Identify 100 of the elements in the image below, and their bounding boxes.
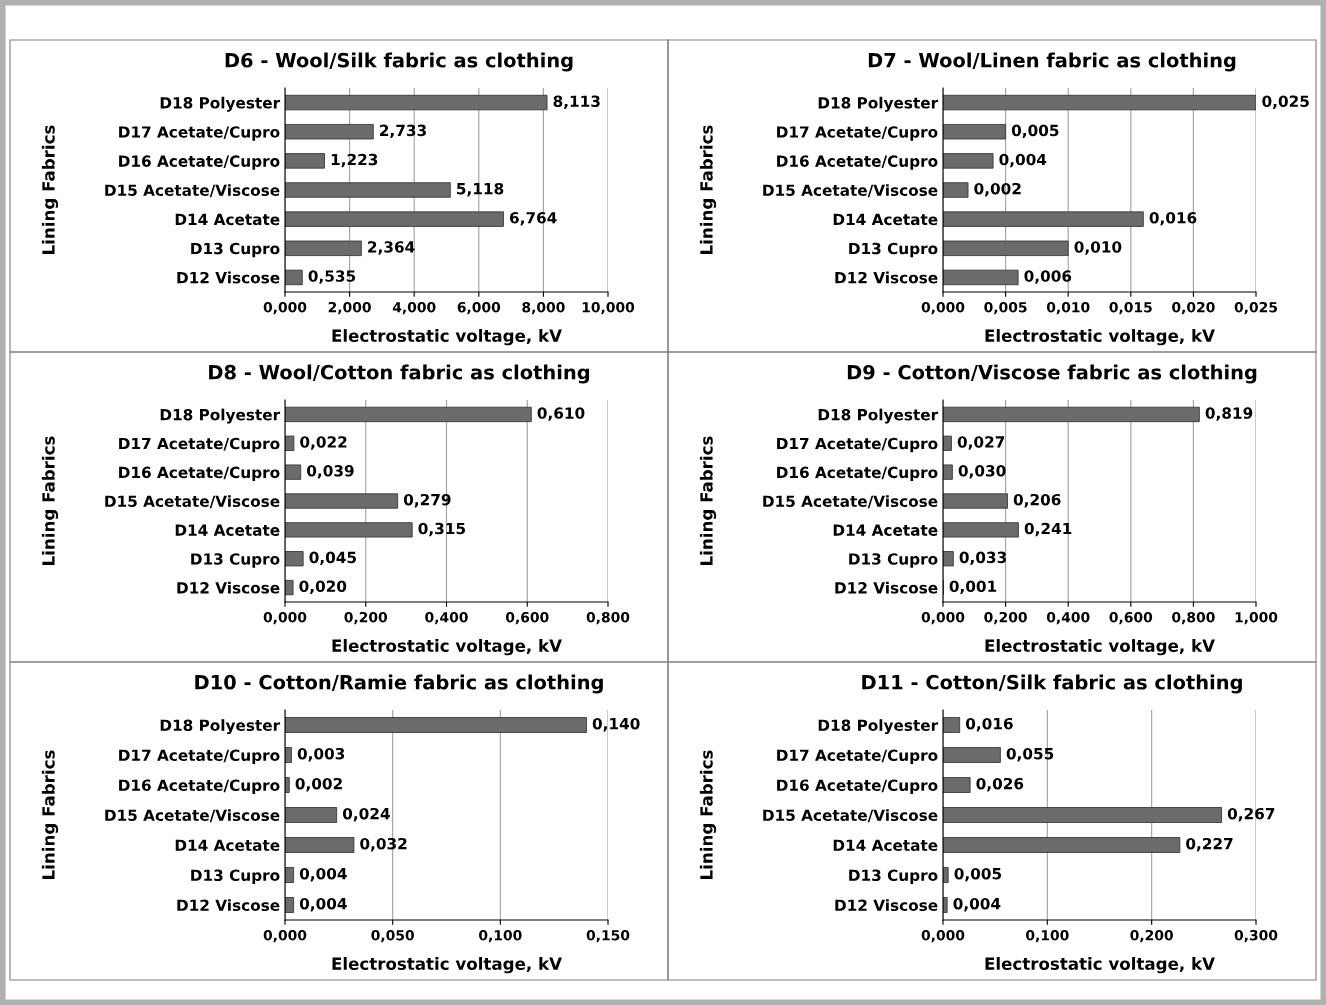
x-tick-label: 0,200 [984, 611, 1027, 625]
x-tick-label: 0,100 [479, 929, 522, 943]
x-tick-label: 2,000 [328, 301, 371, 315]
data-label: 0,016 [1149, 212, 1197, 226]
data-label: 0,006 [1024, 270, 1072, 284]
data-label: 0,027 [957, 436, 1005, 450]
y-tick-label: D13 Cupro [849, 242, 938, 258]
data-label: 0,020 [299, 580, 347, 594]
x-tick-label: 0,200 [344, 611, 388, 625]
x-tick-label: 0,150 [586, 929, 630, 943]
data-label: 0,045 [309, 551, 356, 566]
y-tick-label: D16 Acetate/Cupro [777, 466, 938, 482]
x-axis-title: Electrostatic voltage, kV [332, 639, 562, 656]
y-axis-title: Lining Fabrics [699, 436, 717, 565]
y-tick-label: D17 Acetate/Cupro [777, 126, 938, 141]
data-label: 0,004 [999, 153, 1047, 168]
y-tick-label: D14 Acetate [175, 213, 280, 226]
x-axis-title: Electrostatic voltage, kV [985, 957, 1215, 974]
y-tick-label: D12 Viscose [835, 581, 938, 594]
x-tick-label: 0,020 [1172, 301, 1215, 315]
data-label: 6,764 [509, 212, 557, 226]
y-axis-title: Lining Fabrics [699, 125, 717, 254]
y-tick-label: D18 Polyester [160, 96, 281, 112]
y-tick-label: D14 Acetate [833, 839, 938, 852]
x-axis-title: Electrostatic voltage, kV [985, 329, 1215, 346]
x-tick-label: 0,050 [371, 929, 414, 943]
data-label: 0,001 [949, 580, 997, 594]
data-label: 0,025 [1262, 95, 1309, 109]
x-tick-label: 0,800 [586, 611, 630, 625]
chart-title: D9 - Cotton/Viscose fabric as clothing [847, 364, 1257, 384]
data-label: 0,004 [299, 867, 347, 882]
x-tick-label: 0,005 [984, 301, 1027, 315]
y-tick-label: D16 Acetate/Cupro [119, 155, 280, 170]
x-axis-title: Electrostatic voltage, kV [332, 957, 562, 974]
x-tick-label: 0,400 [425, 611, 468, 625]
y-tick-label: D12 Viscose [177, 899, 280, 912]
y-tick-label: D18 Polyester [160, 719, 281, 735]
chart-title: D6 - Wool/Silk fabric as clothing [225, 52, 573, 72]
x-tick-label: 4,000 [392, 301, 436, 315]
x-tick-label: 1,000 [1235, 611, 1278, 625]
data-label: 0,535 [308, 270, 356, 284]
y-tick-label: D18 Polyester [160, 408, 281, 424]
data-label: 0,315 [418, 522, 465, 537]
data-label: 2,364 [368, 241, 415, 255]
x-tick-label: 0,000 [263, 611, 307, 625]
x-tick-label: 0,000 [921, 929, 965, 943]
y-axis-title: Lining Fabrics [41, 750, 59, 879]
x-tick-label: 0,200 [1130, 929, 1173, 943]
y-tick-label: D15 Acetate/Viscose [105, 184, 280, 198]
y-tick-label: D18 Polyester [818, 408, 939, 424]
y-tick-label: D13 Cupro [191, 242, 280, 258]
y-tick-label: D17 Acetate/Cupro [777, 437, 938, 453]
x-tick-label: 0,010 [1046, 301, 1090, 315]
y-axis-title: Lining Fabrics [41, 436, 59, 565]
y-tick-label: D15 Acetate/Viscose [763, 495, 938, 509]
x-tick-label: 0,100 [1026, 929, 1069, 943]
data-label: 0,279 [403, 493, 451, 508]
data-label: 0,024 [342, 807, 390, 822]
data-label: 0,140 [592, 717, 640, 732]
data-label: 0,026 [976, 777, 1024, 792]
y-tick-label: D17 Acetate/Cupro [119, 437, 280, 453]
y-tick-label: D14 Acetate [175, 524, 280, 536]
x-tick-label: 0,000 [921, 611, 965, 625]
x-tick-label: 0,600 [1109, 611, 1153, 625]
x-tick-label: 0,600 [505, 611, 549, 625]
data-label: 0,005 [954, 867, 1002, 882]
y-tick-label: D13 Cupro [849, 869, 938, 884]
y-tick-label: D14 Acetate [833, 213, 938, 226]
data-label: 0,055 [1006, 747, 1054, 762]
data-label: 0,241 [1024, 522, 1072, 537]
data-label: 1,223 [331, 153, 378, 168]
data-label: 2,733 [380, 124, 426, 139]
data-label: 0,002 [295, 777, 342, 792]
y-tick-label: D16 Acetate/Cupro [119, 779, 280, 794]
data-label: 0,004 [953, 897, 1001, 912]
y-tick-label: D15 Acetate/Viscose [105, 495, 280, 509]
data-label: 8,113 [553, 95, 600, 109]
y-tick-label: D13 Cupro [191, 553, 280, 568]
data-label: 0,016 [965, 717, 1013, 732]
x-tick-label: 10,000 [582, 301, 635, 315]
y-tick-label: D13 Cupro [849, 553, 938, 568]
chart-title: D8 - Wool/Cotton fabric as clothing [209, 364, 590, 384]
x-tick-label: 0,000 [263, 301, 307, 315]
x-axis-title: Electrostatic voltage, kV [332, 329, 562, 346]
y-tick-label: D16 Acetate/Cupro [777, 779, 938, 794]
y-tick-label: D17 Acetate/Cupro [119, 126, 280, 141]
y-tick-label: D14 Acetate [175, 839, 280, 852]
data-label: 0,267 [1227, 807, 1275, 822]
y-tick-label: D17 Acetate/Cupro [119, 749, 280, 764]
x-tick-label: 0,800 [1172, 611, 1215, 625]
y-tick-label: D14 Acetate [833, 524, 938, 536]
chart-title: D11 - Cotton/Silk fabric as clothing [862, 674, 1242, 694]
x-tick-label: 0,300 [1234, 929, 1278, 943]
x-tick-label: 0,000 [263, 929, 307, 943]
x-tick-label: 6,000 [457, 301, 501, 315]
data-label: 0,033 [959, 551, 1006, 566]
y-tick-label: D12 Viscose [177, 581, 280, 594]
y-tick-label: D12 Viscose [835, 899, 938, 912]
data-label: 0,022 [300, 436, 347, 450]
data-label: 0,004 [299, 897, 347, 912]
